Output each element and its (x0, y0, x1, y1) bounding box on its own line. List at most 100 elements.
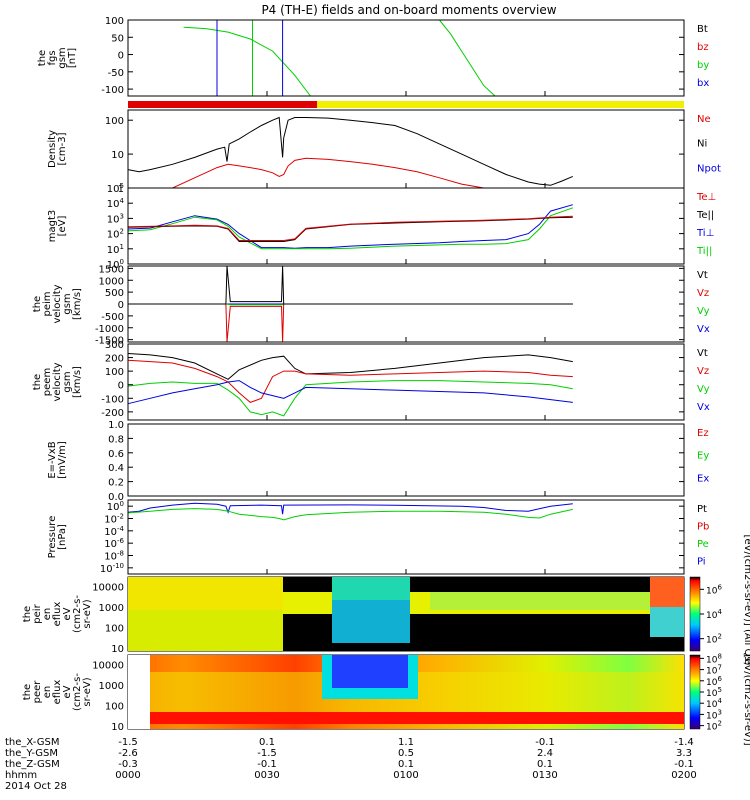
colorbar-tick-label: 103 (706, 708, 722, 721)
ylabel-line: peer (32, 680, 43, 704)
ytick-label: 10000 (92, 661, 124, 672)
ytick-label: 100 (107, 500, 124, 513)
ytick-label: 1.0 (108, 420, 124, 431)
series-by-line (439, 19, 496, 97)
ytick-label: -200 (101, 408, 124, 419)
ylabel-line: (cm2-s- (72, 673, 83, 711)
ylabel-line: E=-VxB (47, 441, 58, 478)
legend-item: Vz (697, 366, 709, 377)
legend-item: Bt (697, 24, 708, 35)
series-Ti⊥-line (127, 204, 573, 249)
time-axis-row-label: the_Z-GSM (5, 759, 60, 770)
series-Vz-line (128, 303, 573, 343)
ylabel-line: peim (42, 291, 53, 316)
colorbar-tick-label: 107 (706, 664, 722, 677)
series-Pe-line (127, 508, 573, 521)
legend-item: Pe (697, 539, 709, 550)
ytick-label: -500 (101, 312, 124, 323)
legend-item: Vt (697, 348, 708, 359)
series-Te⊥-line (127, 215, 573, 241)
panel-frame (127, 423, 685, 497)
time-axis-value: 3.3 (676, 748, 692, 759)
ion-colorbar-label: [eV/(cm2-s-sr-eV)] (All Qs) (742, 535, 750, 666)
ylabel-line: peem (42, 368, 53, 396)
ytick-label: 500 (105, 288, 124, 299)
ytick-label: -1000 (95, 324, 124, 335)
ion-spec-right-cyan (650, 607, 684, 637)
ytick-label: 10 (111, 644, 124, 655)
ylabel-line: gsm (62, 293, 73, 314)
ytick-label: 100 (105, 701, 124, 712)
time-axis-value: -2.6 (118, 748, 138, 759)
panel-1: 100 10 1 Density [cm-3] Ne Ni Npot (47, 109, 721, 195)
series-Vy-line (127, 380, 573, 417)
ylabel-line: en (42, 686, 53, 699)
time-axis-row-label: the_X-GSM (5, 737, 59, 748)
ion-colorbar (689, 576, 701, 652)
ion-spec-band-green (430, 592, 650, 610)
ytick-label: 103 (107, 212, 124, 225)
ytick-label: 100 (105, 16, 124, 27)
ylabel-line: [cm-3] (57, 132, 68, 165)
legend-item: Ni (697, 139, 707, 150)
time-axis-value: 0000 (115, 770, 140, 781)
time-axis-value: -1.5 (257, 748, 277, 759)
ylabel-line: eV (62, 607, 73, 620)
colorbar-tick-label: 102 (706, 720, 722, 733)
panel-frame (127, 109, 685, 189)
time-axis-value: 1.1 (398, 737, 414, 748)
ylabel-line: velocity (52, 362, 63, 401)
series-Vt-line (128, 265, 573, 305)
legend-item: Vt (697, 270, 708, 281)
ytick-label: 10000 (92, 583, 124, 594)
time-axis-row-label: the_Y-GSM (5, 748, 58, 759)
time-axis-value: 2.4 (537, 748, 553, 759)
legend-item: Npot (697, 163, 721, 174)
ytick-label: 0.6 (108, 449, 124, 460)
ytick-label: 1000 (99, 276, 124, 287)
panel-4: 300 200 100 0 -100 -200 the peem velocity gsm [km/… (32, 340, 710, 421)
ion-spec-cyan-block (332, 577, 410, 643)
ytick-label: 1 (118, 184, 124, 195)
legend-item: bx (697, 78, 709, 89)
legend-item: Ey (697, 451, 709, 462)
series-Ni-line (127, 116, 573, 186)
legend-item: Ne (697, 114, 711, 125)
ytick-label: 0.4 (108, 463, 124, 474)
legend-item: Vx (697, 324, 710, 335)
ytick-label: 10-6 (104, 537, 124, 550)
ytick-label: 100 (105, 367, 124, 378)
ylabel-line: velocity (52, 284, 63, 323)
ion-spec-green-left (128, 610, 283, 651)
ytick-label: 10-2 (104, 513, 124, 526)
time-axis-value: -0.1 (674, 759, 694, 770)
elec-spec-central-blue (332, 655, 408, 688)
ytick-label: 100 (105, 116, 124, 127)
legend-item: Ez (697, 428, 709, 439)
ytick-label: 100 (105, 623, 124, 634)
ylabel-line: en (42, 608, 53, 621)
electron-colorbar-label: [eV/(cm2-s-sr-eV)] (742, 654, 750, 745)
time-axis-value: 0030 (254, 770, 279, 781)
colorbar-tick-label: 108 (706, 652, 722, 665)
legend-item: by (697, 60, 709, 71)
legend-item: Vy (697, 306, 710, 317)
ylabel-line: the (37, 50, 48, 66)
time-axis-value: 0.1 (398, 759, 414, 770)
panel-2: 105 104 103 102 101 100 magt3 [eV] Te⊥ Te|| Ti⊥ Ti|… (47, 182, 716, 271)
mode-bar-red (128, 101, 317, 108)
ylabel-line: [km/s] (72, 288, 83, 320)
ylabel-line: sr-eV) (82, 599, 93, 628)
panel-frame (127, 343, 685, 421)
ytick-label: 10 (111, 722, 124, 733)
legend-item: Pb (697, 522, 709, 533)
colorbar-tick-label: 105 (706, 686, 722, 699)
ytick-label: 10 (111, 150, 124, 161)
electron-spectrogram (128, 655, 684, 729)
ytick-label: 0.8 (108, 434, 124, 445)
colorbar-tick-label: 106 (706, 675, 722, 688)
time-axis-value: 0.5 (398, 748, 414, 759)
